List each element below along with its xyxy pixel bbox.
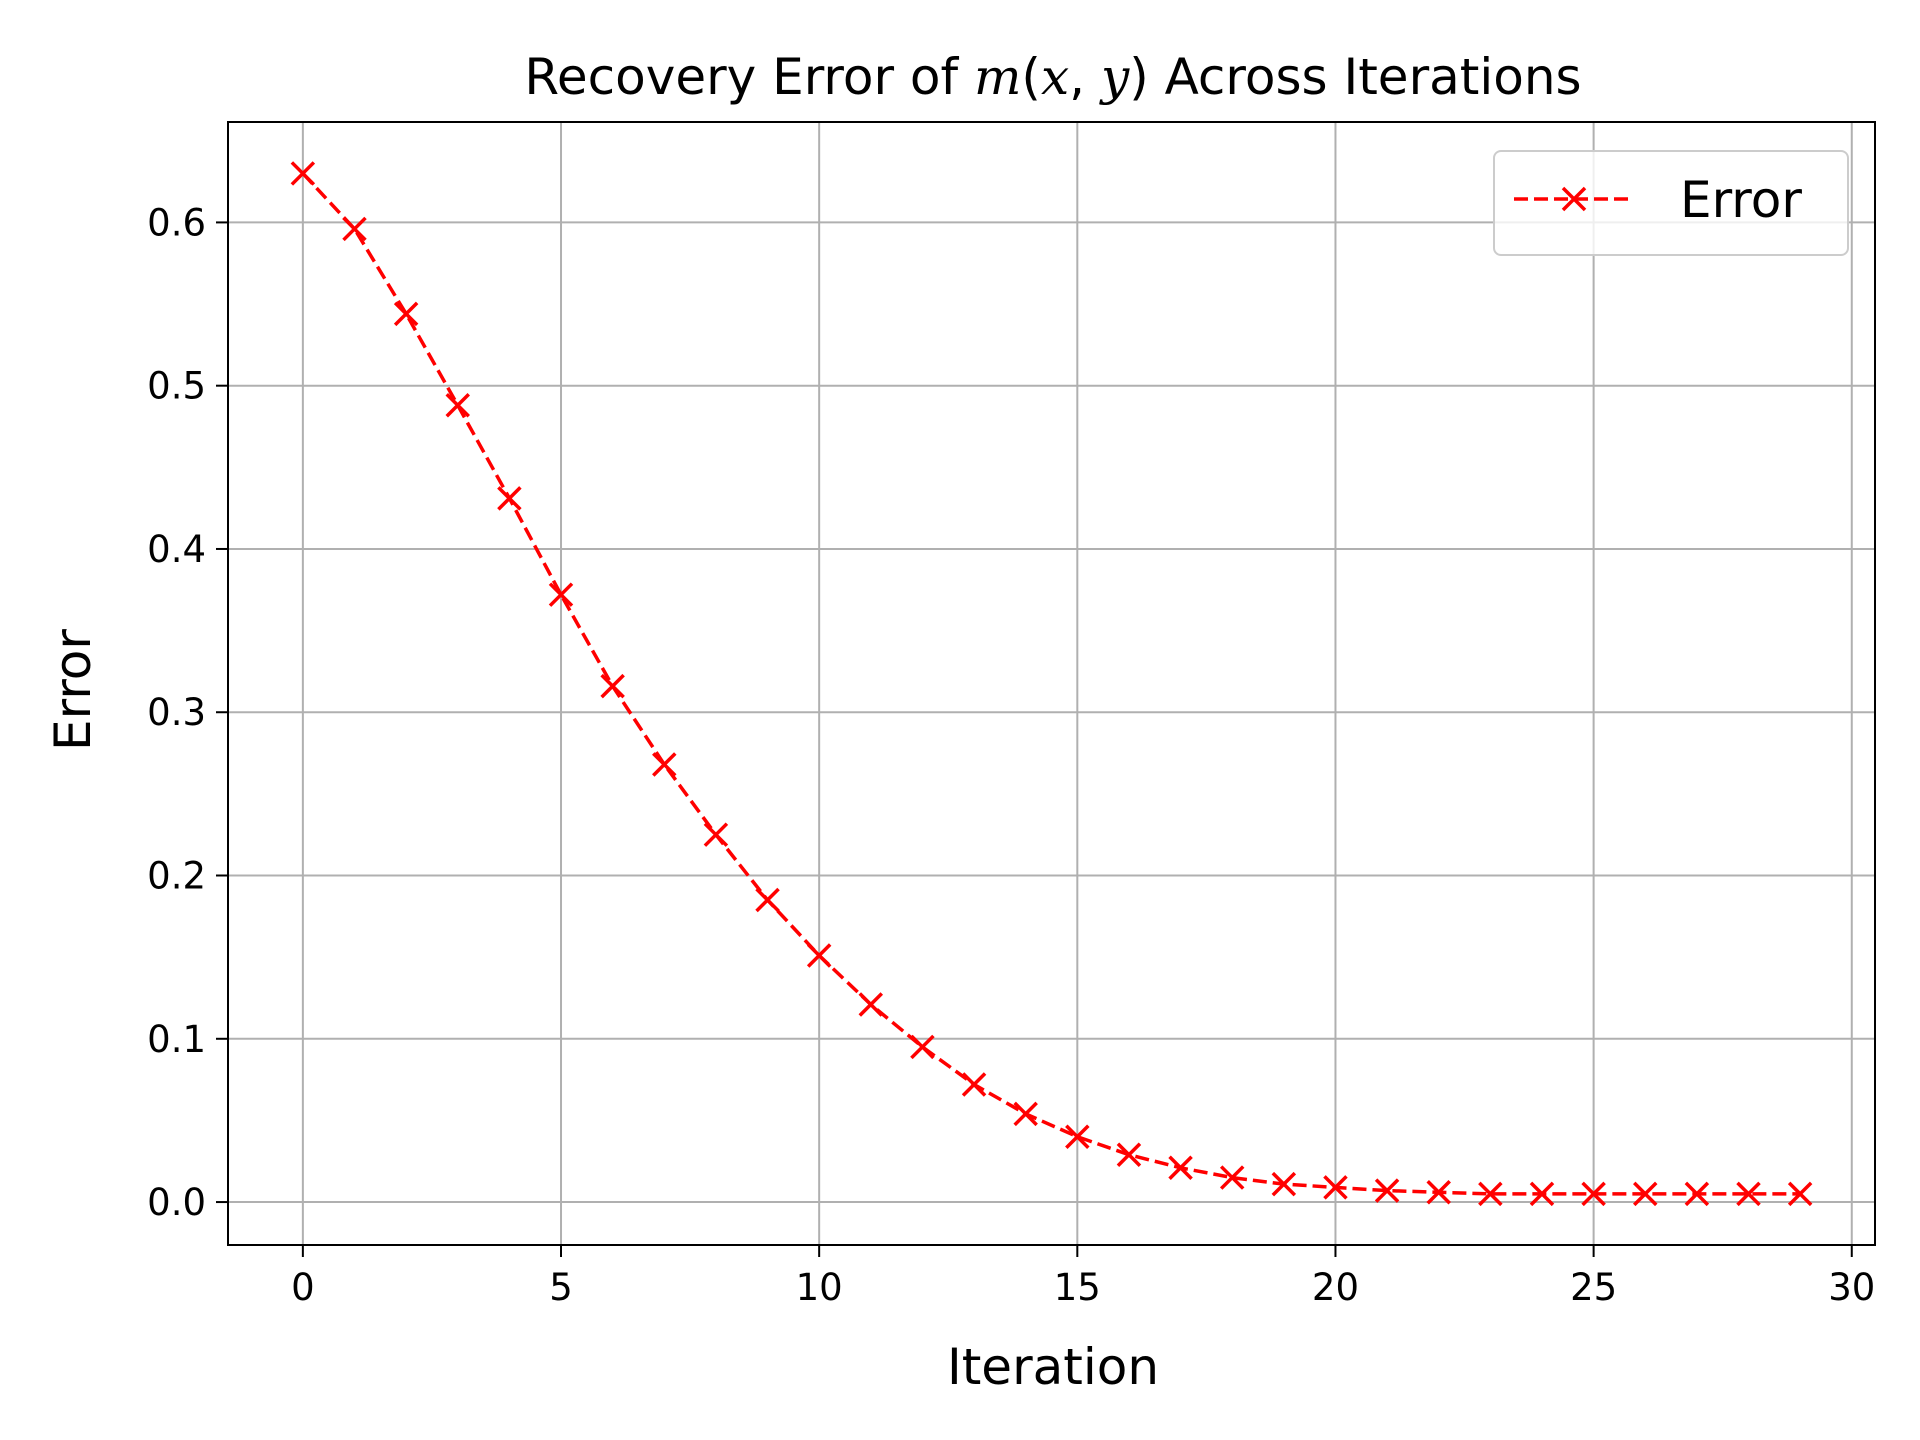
legend-marker-x	[1561, 186, 1587, 212]
data-point-marker	[1065, 1124, 1090, 1149]
data-point-marker	[806, 943, 832, 968]
series-layer	[290, 161, 1813, 1207]
data-point-marker	[290, 161, 316, 186]
data-point-marker	[961, 1072, 987, 1097]
data-point-marker	[1323, 1175, 1348, 1200]
data-point-marker	[1684, 1181, 1710, 1207]
data-point-marker	[755, 887, 780, 913]
y-axis-label: Error	[44, 629, 102, 751]
data-point-marker	[393, 301, 419, 327]
legend-label: Error	[1680, 171, 1802, 229]
data-point-marker	[497, 486, 522, 511]
data-point-marker	[1374, 1178, 1400, 1203]
y-tick-label: 0.2	[147, 855, 206, 898]
y-tick-label: 0.1	[147, 1018, 206, 1061]
data-point-marker	[600, 673, 625, 699]
data-point-marker	[1219, 1165, 1245, 1190]
y-tick-label: 0.3	[147, 691, 206, 734]
data-point-marker	[1787, 1181, 1813, 1207]
data-point-marker	[342, 216, 367, 242]
x-tick-label: 25	[1570, 1266, 1617, 1309]
data-point-marker	[703, 822, 729, 847]
x-tick-label: 10	[796, 1266, 843, 1309]
chart-title: Recovery Error of m(x, y) Across Iterati…	[524, 48, 1581, 106]
data-point-marker	[548, 582, 574, 607]
series-line	[301, 172, 1801, 1196]
data-point-marker	[1736, 1181, 1761, 1207]
x-tick-label: 5	[549, 1266, 573, 1309]
x-tick-label: 15	[1054, 1266, 1101, 1309]
data-point-marker	[1168, 1155, 1193, 1181]
x-tick-label: 20	[1312, 1266, 1359, 1309]
data-point-marker	[652, 752, 677, 777]
data-point-marker	[1271, 1171, 1297, 1197]
x-tick-label: 0	[291, 1266, 315, 1309]
data-point-marker	[1426, 1180, 1451, 1205]
grid-lines	[228, 122, 1875, 1245]
data-point-marker	[1581, 1181, 1606, 1207]
data-point-marker	[1529, 1181, 1555, 1207]
legend: Error	[1493, 150, 1849, 256]
data-point-marker	[1013, 1101, 1038, 1127]
x-tick-label: 30	[1828, 1266, 1875, 1309]
y-tick-label: 0.4	[147, 528, 206, 571]
y-tick-label: 0.5	[147, 365, 206, 408]
data-point-marker	[910, 1034, 935, 1060]
data-point-marker	[1478, 1181, 1503, 1207]
y-tick-label: 0.6	[147, 201, 206, 244]
data-point-marker	[1116, 1142, 1142, 1167]
axis-ticks: 0 5 10 15 20 25 30 0.0 0.1 0.2 0.3 0.4 0.5 0.6	[147, 201, 1875, 1309]
data-point-marker	[1633, 1181, 1658, 1207]
legend-box	[1493, 150, 1849, 256]
data-point-marker	[858, 992, 884, 1017]
y-tick-label: 0.0	[147, 1181, 206, 1224]
plot-frame	[227, 121, 1876, 1246]
x-axis-label: Iteration	[947, 1338, 1159, 1396]
data-point-marker	[445, 393, 470, 418]
